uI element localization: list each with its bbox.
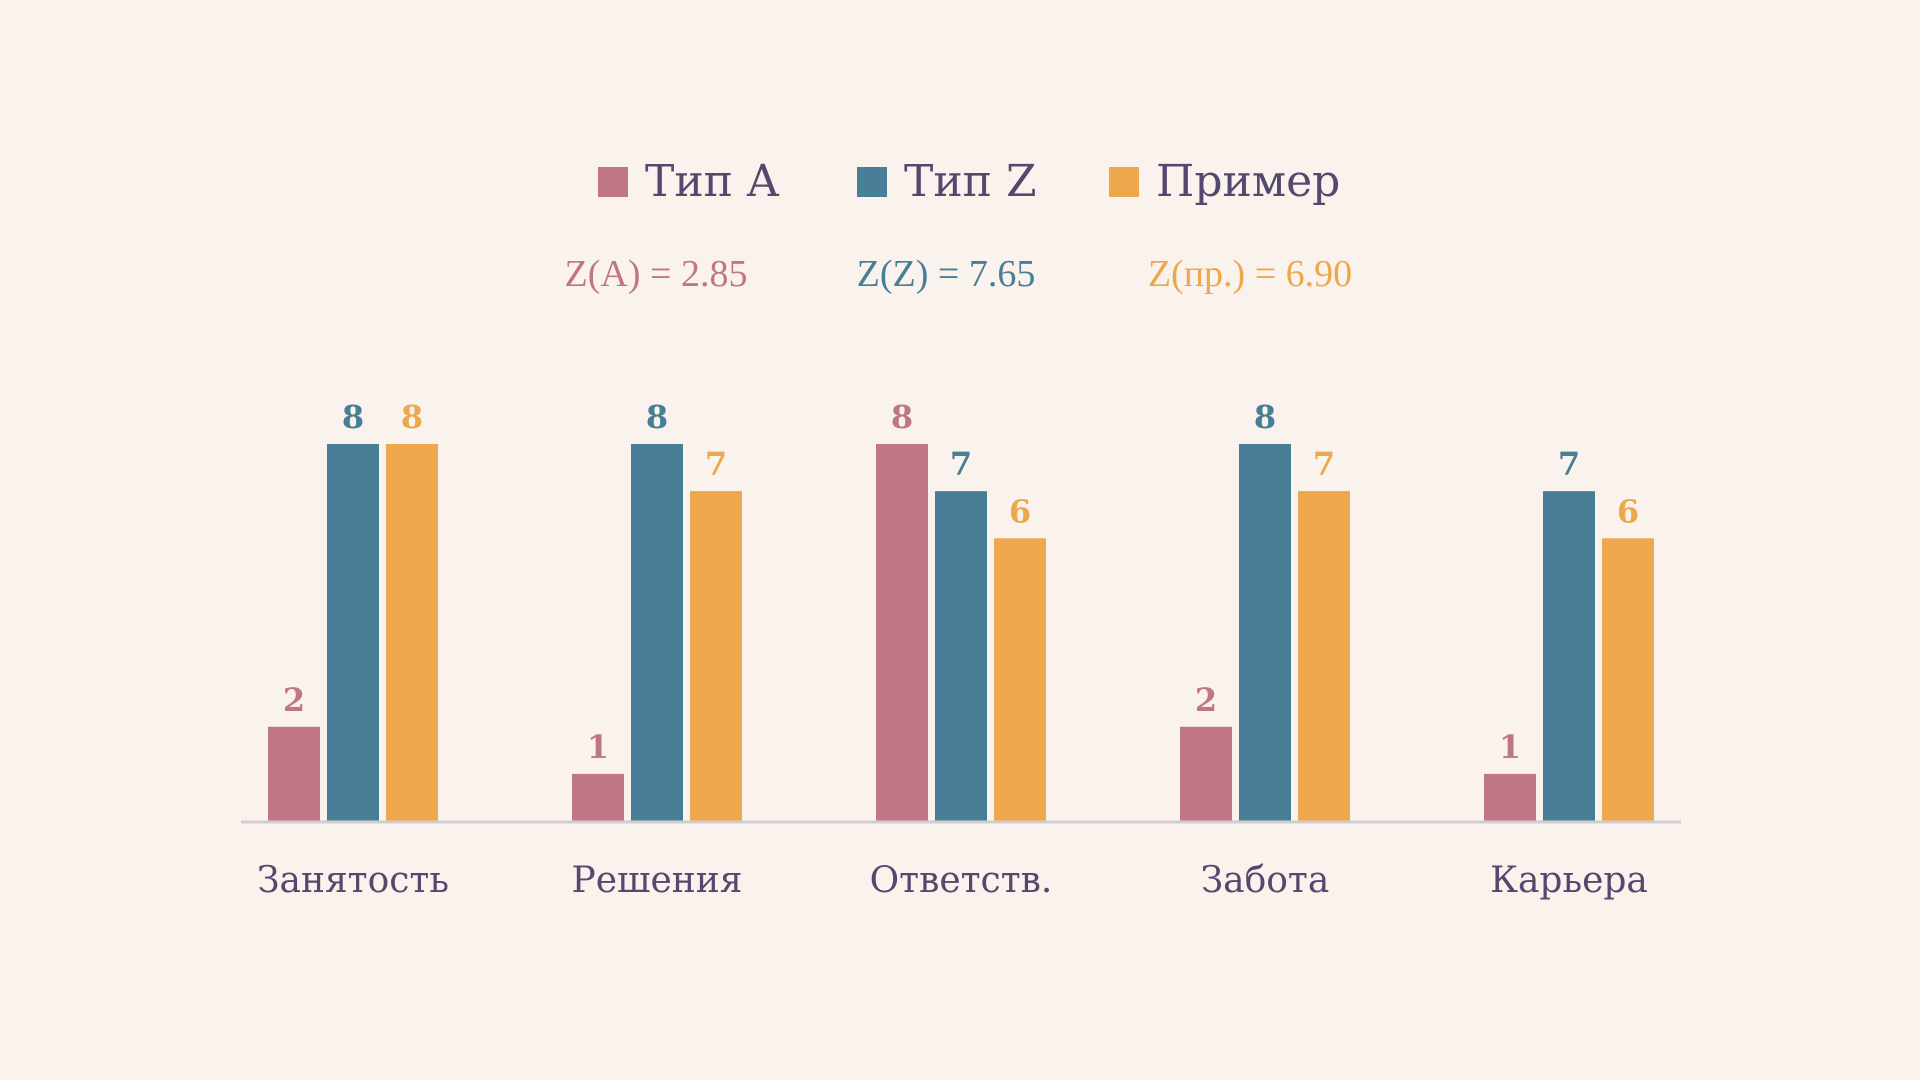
data-label: 6: [1009, 492, 1031, 530]
bar-тип-z-карьера: [1543, 491, 1595, 821]
category-labels: Занятость Решения Ответств. Забота Карьера: [257, 860, 1648, 901]
stat-text: Z(Z) = 7.65: [857, 253, 1036, 295]
data-label: 2: [283, 681, 305, 719]
data-label: 7: [950, 445, 972, 483]
bars: [268, 444, 1654, 821]
legend-label: Пример: [1156, 156, 1340, 207]
bar-пример-забота: [1298, 491, 1350, 821]
data-label: 2: [1195, 681, 1217, 719]
bar-тип-z-занятость: [327, 444, 379, 821]
bar-пример-решения: [690, 491, 742, 821]
data-label: 8: [646, 398, 668, 436]
category-label: Карьера: [1490, 860, 1648, 901]
summary-stats: Z(A) = 2.85 Z(Z) = 7.65 Z(пр.) = 6.90: [565, 253, 1353, 295]
data-label: 6: [1617, 492, 1639, 530]
bar-тип-a-занятость: [268, 726, 320, 821]
bar-тип-a-решения: [572, 773, 624, 821]
bar-тип-z-ответств: [935, 491, 987, 821]
bar-тип-z-забота: [1239, 444, 1291, 821]
legend-swatch: [857, 167, 887, 197]
data-label: 8: [891, 398, 913, 436]
bar-тип-z-решения: [631, 444, 683, 821]
bar-тип-a-забота: [1180, 726, 1232, 821]
data-label: 7: [1558, 445, 1580, 483]
legend-item-2: Тип Z: [857, 156, 1037, 207]
legend-swatch: [1109, 167, 1139, 197]
data-label: 7: [1313, 445, 1335, 483]
bar-пример-ответств: [994, 538, 1046, 821]
legend-label: Тип Z: [904, 156, 1037, 207]
bar-пример-карьера: [1602, 538, 1654, 821]
category-label: Занятость: [257, 860, 449, 901]
data-label: 8: [401, 398, 423, 436]
category-label: Ответств.: [870, 860, 1053, 901]
data-label: 1: [587, 728, 609, 766]
category-label: Решения: [572, 860, 743, 901]
data-label: 8: [342, 398, 364, 436]
data-label: 7: [705, 445, 727, 483]
legend-label: Тип A: [645, 156, 780, 207]
stat-text: Z(пр.) = 6.90: [1148, 253, 1352, 295]
stat-text: Z(A) = 2.85: [565, 253, 748, 295]
bar-пример-занятость: [386, 444, 438, 821]
legend-item-3: Пример: [1109, 156, 1340, 207]
bar-тип-a-ответств: [876, 444, 928, 821]
data-label: 8: [1254, 398, 1276, 436]
legend: Тип A Тип Z Пример: [598, 156, 1340, 207]
category-label: Забота: [1201, 860, 1330, 901]
legend-item-1: Тип A: [598, 156, 780, 207]
legend-swatch: [598, 167, 628, 197]
bar-тип-a-карьера: [1484, 773, 1536, 821]
data-label: 1: [1499, 728, 1521, 766]
